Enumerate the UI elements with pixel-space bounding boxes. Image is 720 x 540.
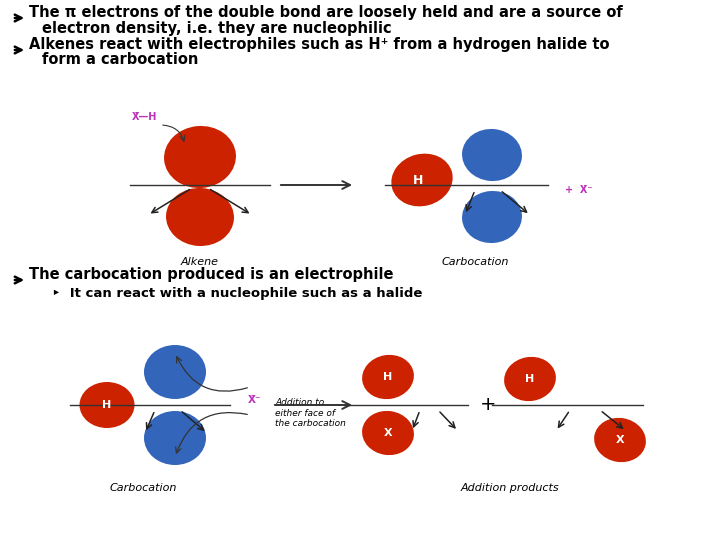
Text: The carbocation produced is an electrophile: The carbocation produced is an electroph… bbox=[29, 267, 394, 282]
Text: The π electrons of the double bond are loosely held and are a source of: The π electrons of the double bond are l… bbox=[29, 5, 623, 21]
Ellipse shape bbox=[164, 126, 236, 188]
Text: form a carbocation: form a carbocation bbox=[42, 52, 199, 68]
Ellipse shape bbox=[166, 188, 234, 246]
Text: Alkene: Alkene bbox=[181, 257, 219, 267]
Text: +  Ẋ⁻: + Ẋ⁻ bbox=[565, 185, 593, 195]
Ellipse shape bbox=[462, 191, 522, 243]
Text: Ẋ⁻: Ẋ⁻ bbox=[248, 395, 262, 405]
Text: Carbocation: Carbocation bbox=[441, 257, 509, 267]
Ellipse shape bbox=[144, 411, 206, 465]
Text: H: H bbox=[413, 173, 423, 186]
Text: Alkenes react with electrophiles such as H⁺ from a hydrogen halide to: Alkenes react with electrophiles such as… bbox=[29, 37, 610, 52]
Text: Ẋ—H: Ẋ—H bbox=[132, 112, 158, 122]
Text: Carbocation: Carbocation bbox=[109, 483, 176, 493]
Text: H: H bbox=[383, 372, 392, 382]
Text: Addition products: Addition products bbox=[461, 483, 559, 493]
Ellipse shape bbox=[362, 411, 414, 455]
Ellipse shape bbox=[79, 382, 135, 428]
Ellipse shape bbox=[504, 357, 556, 401]
Ellipse shape bbox=[594, 418, 646, 462]
Text: X: X bbox=[384, 428, 392, 438]
Text: electron density, i.e. they are nucleophilic: electron density, i.e. they are nucleoph… bbox=[42, 21, 392, 36]
Text: H: H bbox=[102, 400, 112, 410]
Ellipse shape bbox=[391, 154, 453, 206]
Ellipse shape bbox=[462, 129, 522, 181]
Text: H: H bbox=[526, 374, 535, 384]
Text: Addition to
either face of
the carbocation: Addition to either face of the carbocati… bbox=[275, 398, 346, 428]
Ellipse shape bbox=[362, 355, 414, 399]
Text: X: X bbox=[616, 435, 624, 445]
Ellipse shape bbox=[144, 345, 206, 399]
Text: ‣  It can react with a nucleophile such as a halide: ‣ It can react with a nucleophile such a… bbox=[52, 287, 423, 300]
Text: +: + bbox=[480, 395, 496, 415]
